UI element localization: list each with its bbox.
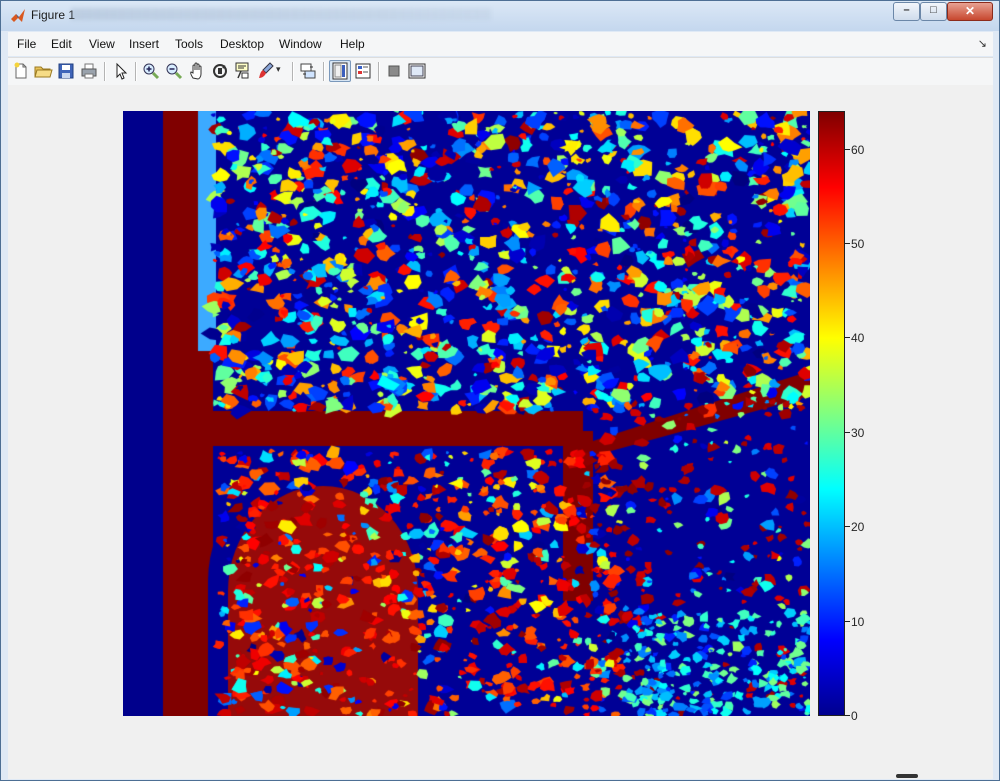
colorbar-tick <box>845 715 850 716</box>
colorbar-tick-label: 60 <box>851 143 865 157</box>
pan-icon[interactable] <box>187 61 207 81</box>
menu-window[interactable]: Window <box>279 37 322 51</box>
close-button[interactable]: ✕ <box>947 2 993 21</box>
colorbar-tick-label: 10 <box>851 615 865 629</box>
colorbar[interactable] <box>818 111 845 716</box>
colorbar-tick-label: 20 <box>851 520 865 534</box>
matlab-logo-icon <box>11 9 25 22</box>
colorbar-tick <box>845 243 850 244</box>
menu-tools[interactable]: Tools <box>175 37 204 51</box>
colorbar-tick <box>845 337 850 338</box>
colorbar-tick-label: 40 <box>851 331 865 345</box>
menu-insert[interactable]: Insert <box>129 37 160 51</box>
close-icon: ✕ <box>964 4 976 18</box>
zoom-in-icon[interactable] <box>141 61 161 81</box>
colorbar-tick-label: 30 <box>851 426 865 440</box>
title-bar[interactable]: Figure 1 – □ ✕ <box>1 1 999 31</box>
background-window-blur <box>71 8 491 20</box>
colorbar-icon[interactable] <box>330 61 350 81</box>
resize-grip-icon[interactable] <box>896 774 918 778</box>
colorbar-tick-label: 0 <box>851 709 858 723</box>
image-plot[interactable] <box>123 111 810 716</box>
minimize-icon: – <box>903 4 910 16</box>
link-plot-icon[interactable] <box>298 61 318 81</box>
figure-toolbar: ▾ <box>8 57 993 86</box>
status-strip <box>8 773 993 779</box>
maximize-icon: □ <box>930 4 937 16</box>
data-cursor-icon[interactable] <box>233 61 253 81</box>
dock-arrow-icon[interactable]: ↘ <box>977 38 987 50</box>
legend-icon[interactable] <box>353 61 373 81</box>
hide-plot-tools-icon[interactable] <box>384 61 404 81</box>
save-icon[interactable] <box>56 61 76 81</box>
open-file-icon[interactable] <box>33 61 53 81</box>
colorbar-tick-label: 50 <box>851 237 865 251</box>
zoom-out-icon[interactable] <box>164 61 184 81</box>
menu-help[interactable]: Help <box>340 37 365 51</box>
brush-icon[interactable] <box>256 61 276 81</box>
edit-plot-icon[interactable] <box>111 61 131 81</box>
show-plot-tools-icon[interactable] <box>407 61 427 81</box>
menu-desktop[interactable]: Desktop <box>220 37 265 51</box>
menu-edit[interactable]: Edit <box>51 37 72 51</box>
colorbar-tick <box>845 526 850 527</box>
colorbar-tick <box>845 621 850 622</box>
menu-view[interactable]: View <box>89 37 115 51</box>
figure-canvas: 0 10 20 30 40 50 60 <box>8 85 993 773</box>
new-figure-icon[interactable] <box>11 61 31 81</box>
window-title: Figure 1 <box>31 8 76 22</box>
colorbar-tick <box>845 149 850 150</box>
minimize-button[interactable]: – <box>893 2 920 21</box>
menu-file[interactable]: File <box>17 37 37 51</box>
maximize-button[interactable]: □ <box>920 2 947 21</box>
rotate-3d-icon[interactable] <box>210 61 230 81</box>
menu-bar: File Edit View Insert Tools Desktop Wind… <box>8 32 993 56</box>
print-icon[interactable] <box>79 61 99 81</box>
brush-dropdown-icon[interactable]: ▾ <box>276 64 281 74</box>
colorbar-tick <box>845 432 850 433</box>
